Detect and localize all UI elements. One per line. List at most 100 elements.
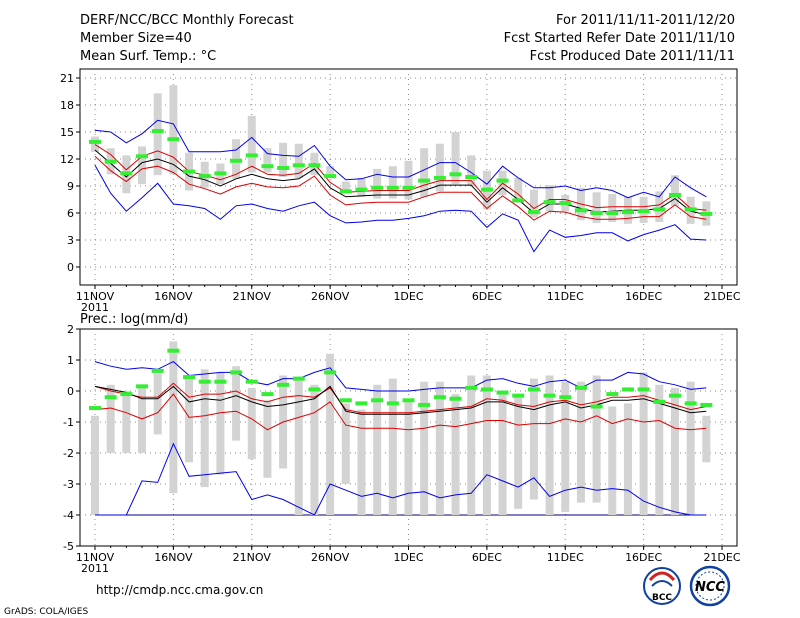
- member-marker: [324, 370, 337, 375]
- x-tick-label: 6DEC: [472, 290, 502, 303]
- spread-box: [655, 191, 664, 222]
- member-marker: [277, 382, 290, 387]
- member-marker: [89, 406, 101, 411]
- member-marker: [183, 169, 196, 174]
- x-tick-label: 11DEC: [547, 290, 584, 303]
- spread-box: [279, 142, 288, 177]
- spread-box: [498, 394, 507, 515]
- spread-box: [451, 394, 460, 515]
- member-marker: [574, 208, 587, 213]
- member-marker: [606, 392, 619, 397]
- member-marker: [198, 174, 211, 179]
- lower-std-line: [94, 393, 707, 431]
- member-marker: [355, 401, 368, 406]
- member-marker: [496, 390, 509, 395]
- spread-box: [623, 403, 632, 515]
- spread-box: [294, 143, 303, 178]
- upper-envelope-line: [94, 119, 707, 199]
- member-marker: [183, 375, 196, 380]
- spread-box: [216, 372, 225, 475]
- member-marker: [261, 164, 274, 169]
- spread-box: [514, 397, 523, 509]
- x-tick-label: 16DEC: [625, 290, 662, 303]
- ensemble-mean-line: [94, 385, 707, 415]
- member-marker: [543, 200, 556, 205]
- member-marker: [386, 401, 399, 406]
- spread-box: [608, 406, 617, 515]
- member-size: Member Size=40: [80, 31, 192, 46]
- y-tick-label: -5: [63, 540, 74, 553]
- upper-std-line: [94, 382, 707, 414]
- member-marker: [512, 393, 525, 398]
- spread-box: [357, 409, 366, 515]
- member-marker: [668, 193, 681, 197]
- member-marker: [167, 348, 180, 353]
- spread-box: [529, 189, 538, 218]
- y-tick-label: 12: [60, 153, 74, 166]
- spread-box: [529, 378, 538, 500]
- spread-box: [373, 168, 382, 199]
- spread-box: [138, 146, 147, 185]
- member-marker: [245, 153, 258, 158]
- member-marker: [402, 185, 415, 190]
- x-tick-label: 11NOV: [76, 551, 115, 564]
- member-marker: [167, 137, 180, 142]
- member-marker: [136, 154, 149, 159]
- member-marker: [104, 159, 117, 164]
- member-marker: [559, 395, 572, 400]
- spread-box: [247, 115, 256, 173]
- x-tick-label: 1DEC: [393, 551, 423, 564]
- svg-text:BCC: BCC: [652, 593, 672, 603]
- x-tick-label: 26NOV: [311, 290, 350, 303]
- x-tick-label: 26NOV: [311, 551, 350, 564]
- member-marker: [590, 211, 603, 215]
- spread-box: [435, 381, 444, 515]
- member-marker: [700, 402, 713, 407]
- member-marker: [606, 211, 619, 215]
- x-tick-label: 16NOV: [154, 290, 193, 303]
- member-marker: [418, 402, 431, 407]
- y-tick-label: 1: [67, 354, 74, 367]
- member-marker: [120, 171, 133, 176]
- spread-box: [592, 375, 601, 503]
- y-tick-label: 0: [67, 385, 74, 398]
- source-url: http://cmdp.ncc.cma.gov.cn: [96, 583, 263, 597]
- x-tick-year: 2011: [81, 301, 109, 314]
- x-tick-label: 1DEC: [393, 290, 423, 303]
- y-tick-label: 15: [60, 126, 74, 139]
- member-marker: [449, 172, 462, 177]
- member-marker: [700, 211, 713, 216]
- member-marker: [136, 384, 149, 389]
- member-marker: [292, 376, 305, 381]
- spread-box: [341, 181, 350, 193]
- spread-box: [404, 160, 413, 200]
- spread-box: [294, 378, 303, 515]
- member-marker: [496, 178, 509, 183]
- y-tick-label: -4: [63, 509, 74, 522]
- member-marker: [324, 174, 337, 179]
- forecast-period: For 2011/11/11-2011/12/20: [556, 13, 735, 28]
- lower-envelope-line: [94, 165, 707, 253]
- member-marker: [230, 158, 243, 163]
- member-marker: [527, 387, 540, 392]
- member-marker: [684, 401, 697, 406]
- precip-label: Prec.: log(mm/d): [80, 312, 188, 327]
- member-marker: [621, 387, 634, 392]
- spread-box: [153, 369, 162, 435]
- member-marker: [637, 387, 650, 392]
- member-marker: [339, 189, 352, 194]
- upper-std-line: [94, 144, 707, 211]
- spread-box: [122, 391, 131, 453]
- member-marker: [104, 395, 117, 400]
- member-marker: [465, 175, 478, 179]
- spread-box: [561, 381, 570, 512]
- x-tick-label: 21DEC: [703, 551, 740, 564]
- fcst-produced-date: Fcst Produced Date 2011/11/11: [530, 49, 735, 64]
- upper-envelope-line: [94, 361, 707, 392]
- spread-box: [670, 175, 679, 206]
- x-tick-label: 21NOV: [233, 290, 272, 303]
- variable-label: Mean Surf. Temp.: °C: [80, 49, 216, 64]
- spread-box: [388, 166, 397, 199]
